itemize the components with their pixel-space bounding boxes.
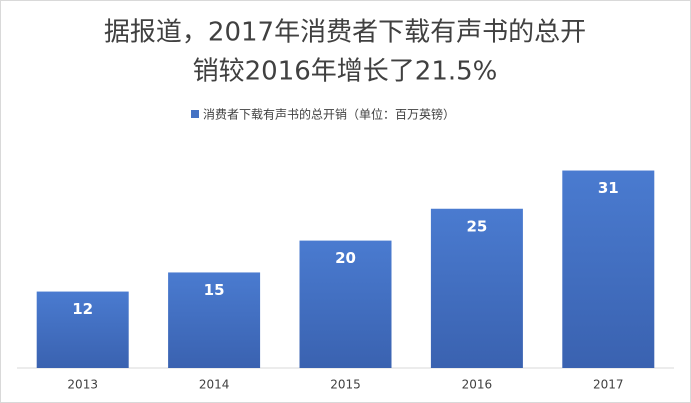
data-label: 25 <box>466 217 487 235</box>
chart-title: 据报道，2017年消费者下载有声书的总开 <box>104 18 586 48</box>
data-label: 31 <box>598 179 619 197</box>
data-label: 12 <box>72 300 93 318</box>
x-tick-label: 2015 <box>330 378 361 392</box>
bar <box>430 208 523 368</box>
data-label: 15 <box>204 281 225 299</box>
x-tick-label: 2017 <box>593 378 624 392</box>
x-tick-label: 2016 <box>462 378 493 392</box>
x-tick-label: 2014 <box>199 378 230 392</box>
legend-swatch <box>191 110 199 118</box>
x-tick-label: 2013 <box>67 378 98 392</box>
bar <box>562 170 655 368</box>
bar <box>36 291 129 368</box>
data-label: 20 <box>335 249 356 267</box>
bar <box>299 240 392 368</box>
legend-label: 消费者下载有声书的总开销（单位：百万英镑） <box>203 107 455 122</box>
bar <box>168 272 261 368</box>
chart-title: 销较2016年增长了21.5% <box>193 57 498 87</box>
